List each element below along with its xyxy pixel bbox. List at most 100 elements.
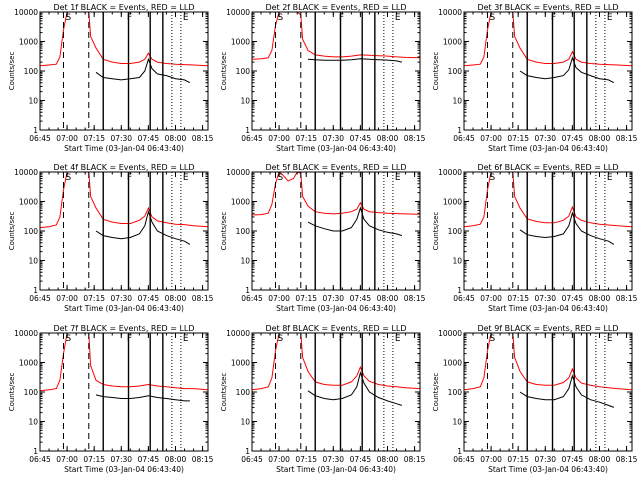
event-marker-e: E — [395, 13, 401, 23]
event-marker-s: S — [277, 173, 283, 183]
panel-4: S F E 1 10 100 1000 10000 06:45 07:00 07:15 07:30 07… — [8, 163, 214, 313]
y-tick-label: 10000 — [14, 8, 38, 17]
event-marker-e: E — [607, 334, 613, 344]
x-axis-label: Start Time (03-Jan-04 06:43:40) — [276, 304, 396, 313]
plot-frame — [251, 11, 421, 131]
x-tick-label: 07:45 — [562, 455, 584, 464]
x-tick-label: 06:45 — [241, 134, 263, 143]
y-tick-label: 100 — [236, 227, 251, 236]
series-events-line — [519, 374, 615, 408]
panel-title: Det 9f BLACK = Events, RED = LLD — [477, 324, 618, 333]
y-tick-label: 100 — [448, 67, 463, 76]
y-axis-label: Counts/sec — [8, 373, 16, 412]
series-events-line — [95, 394, 190, 402]
x-tick-label: 07:15 — [295, 455, 317, 464]
panel-title: Det 7f BLACK = Events, RED = LLD — [53, 324, 194, 333]
y-axis-label: Counts/sec — [220, 212, 228, 251]
x-axis-label: Start Time (03-Jan-04 06:43:40) — [64, 304, 184, 313]
event-marker-s: S — [489, 334, 495, 344]
event-marker-f: F — [339, 13, 344, 23]
x-tick-label: 07:00 — [480, 134, 502, 143]
y-tick-label: 1000 — [19, 359, 38, 368]
x-tick-label: 06:45 — [453, 294, 475, 303]
event-marker-e: E — [183, 173, 189, 183]
x-tick-label: 07:00 — [480, 294, 502, 303]
x-tick-label: 07:30 — [322, 455, 344, 464]
y-tick-label: 10000 — [438, 329, 462, 338]
x-tick-label: 08:00 — [377, 294, 399, 303]
event-marker-s: S — [489, 13, 495, 23]
y-tick-label: 100 — [236, 67, 251, 76]
y-tick-label: 1 — [33, 447, 38, 456]
panel-3: S F E 1 10 100 1000 10000 06:45 07:00 07:15 07:30 07… — [432, 3, 638, 153]
y-tick-label: 1 — [245, 286, 250, 295]
panel-title: Det 3f BLACK = Events, RED = LLD — [477, 3, 618, 12]
x-tick-label: 06:45 — [29, 134, 51, 143]
x-tick-label: 07:45 — [138, 455, 160, 464]
x-axis-label: Start Time (03-Jan-04 06:43:40) — [276, 465, 396, 474]
plot-frame — [463, 332, 633, 452]
x-tick-label: 08:00 — [377, 134, 399, 143]
x-tick-label: 07:30 — [110, 134, 132, 143]
event-marker-f: F — [551, 334, 556, 344]
event-marker-s: S — [277, 334, 283, 344]
series-lld-line — [40, 12, 208, 67]
plot-frame — [39, 11, 209, 131]
x-tick-label: 08:15 — [404, 134, 426, 143]
x-tick-label: 07:30 — [534, 134, 556, 143]
x-tick-label: 07:45 — [350, 294, 372, 303]
x-tick-label: 07:30 — [110, 294, 132, 303]
panel-1: S F E 1 10 100 1000 10000 06:45 07:00 07:15 07:30 07… — [8, 3, 214, 153]
y-axis-label: Counts/sec — [432, 52, 440, 91]
series-events-line — [95, 209, 191, 245]
x-tick-label: 06:45 — [241, 455, 263, 464]
x-tick-label: 08:15 — [192, 134, 214, 143]
y-tick-label: 10000 — [226, 8, 250, 17]
y-axis-label: Counts/sec — [432, 212, 440, 251]
x-tick-label: 08:15 — [616, 455, 638, 464]
y-tick-label: 1000 — [231, 38, 250, 47]
series-events-line — [95, 57, 191, 84]
y-tick-label: 1000 — [19, 198, 38, 207]
panel-title: Det 1f BLACK = Events, RED = LLD — [53, 3, 194, 12]
event-marker-s: S — [489, 173, 495, 183]
x-tick-label: 07:15 — [83, 455, 105, 464]
y-tick-label: 1000 — [443, 198, 462, 207]
event-marker-f: F — [339, 173, 344, 183]
x-tick-label: 07:00 — [268, 455, 290, 464]
y-axis-label: Counts/sec — [8, 52, 16, 91]
panel-title: Det 4f BLACK = Events, RED = LLD — [53, 163, 194, 172]
y-axis-label: Counts/sec — [220, 52, 228, 91]
x-tick-label: 08:00 — [589, 134, 611, 143]
x-tick-label: 07:45 — [138, 134, 160, 143]
y-tick-label: 10 — [452, 418, 462, 427]
panel-title: Det 6f BLACK = Events, RED = LLD — [477, 163, 618, 172]
panel-title: Det 8f BLACK = Events, RED = LLD — [265, 324, 406, 333]
x-tick-label: 07:30 — [322, 294, 344, 303]
x-tick-label: 07:45 — [350, 455, 372, 464]
x-tick-label: 06:45 — [453, 455, 475, 464]
x-tick-label: 08:00 — [165, 294, 187, 303]
x-tick-label: 07:15 — [83, 134, 105, 143]
series-events-line — [307, 206, 403, 237]
plot-frame — [39, 171, 209, 291]
x-tick-label: 06:45 — [241, 294, 263, 303]
y-tick-label: 1000 — [443, 359, 462, 368]
event-marker-s: S — [65, 173, 71, 183]
x-tick-label: 07:00 — [56, 455, 78, 464]
x-tick-label: 08:15 — [616, 294, 638, 303]
event-marker-e: E — [607, 173, 613, 183]
event-marker-f: F — [551, 173, 556, 183]
y-tick-label: 100 — [24, 227, 39, 236]
event-marker-f: F — [127, 334, 132, 344]
x-axis-label: Start Time (03-Jan-04 06:43:40) — [64, 144, 184, 153]
plot-frame — [463, 171, 633, 291]
x-tick-label: 08:00 — [589, 294, 611, 303]
y-tick-label: 100 — [448, 388, 463, 397]
y-tick-label: 10000 — [226, 168, 250, 177]
series-events-line — [519, 211, 615, 245]
y-tick-label: 100 — [236, 388, 251, 397]
x-tick-label: 08:00 — [165, 134, 187, 143]
series-events-line — [307, 58, 403, 63]
